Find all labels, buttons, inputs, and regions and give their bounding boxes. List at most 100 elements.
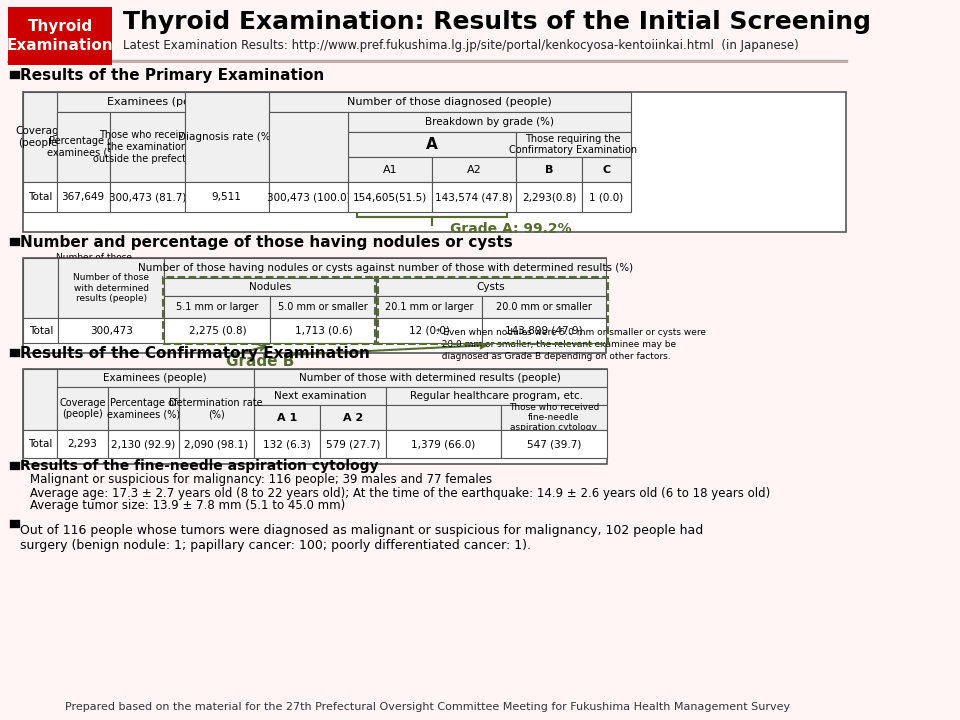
Text: 547 (39.7): 547 (39.7) bbox=[527, 439, 581, 449]
Text: 2,293: 2,293 bbox=[67, 439, 97, 449]
FancyBboxPatch shape bbox=[23, 258, 164, 278]
FancyBboxPatch shape bbox=[269, 112, 348, 182]
Text: C: C bbox=[602, 164, 611, 174]
Text: Prepared based on the material for the 27th Prefectural Oversight Committee Meet: Prepared based on the material for the 2… bbox=[65, 702, 790, 712]
Text: Those requiring the
Confirmatory Examination: Those requiring the Confirmatory Examina… bbox=[509, 134, 637, 156]
Text: Percentage of
examinees (%): Percentage of examinees (%) bbox=[47, 136, 120, 158]
FancyBboxPatch shape bbox=[57, 387, 108, 430]
FancyBboxPatch shape bbox=[109, 112, 184, 182]
Text: Determination rate
(%): Determination rate (%) bbox=[169, 397, 263, 419]
FancyBboxPatch shape bbox=[108, 387, 179, 430]
Text: Total: Total bbox=[29, 325, 53, 336]
FancyBboxPatch shape bbox=[23, 430, 57, 458]
FancyBboxPatch shape bbox=[23, 369, 607, 464]
FancyBboxPatch shape bbox=[376, 296, 482, 318]
FancyBboxPatch shape bbox=[164, 296, 271, 318]
FancyBboxPatch shape bbox=[582, 157, 631, 182]
Text: 12 (0.0): 12 (0.0) bbox=[409, 325, 449, 336]
FancyBboxPatch shape bbox=[59, 258, 164, 318]
FancyBboxPatch shape bbox=[59, 318, 164, 343]
FancyBboxPatch shape bbox=[386, 387, 607, 405]
Text: Examinees (people): Examinees (people) bbox=[104, 373, 207, 383]
FancyBboxPatch shape bbox=[8, 7, 112, 65]
Text: 300,473 (100.0): 300,473 (100.0) bbox=[267, 192, 350, 202]
FancyBboxPatch shape bbox=[348, 132, 516, 157]
FancyBboxPatch shape bbox=[253, 405, 320, 430]
Text: Average age: 17.3 ± 2.7 years old (8 to 22 years old); At the time of the earthq: Average age: 17.3 ± 2.7 years old (8 to … bbox=[30, 487, 771, 500]
FancyBboxPatch shape bbox=[348, 157, 432, 182]
FancyBboxPatch shape bbox=[164, 278, 376, 296]
Text: 367,649: 367,649 bbox=[61, 192, 105, 202]
Text: Number of those diagnosed (people): Number of those diagnosed (people) bbox=[348, 97, 552, 107]
Text: 1 (0.0): 1 (0.0) bbox=[589, 192, 623, 202]
FancyBboxPatch shape bbox=[482, 318, 606, 343]
Text: Grade A: 99.2%: Grade A: 99.2% bbox=[449, 222, 571, 236]
Text: Grade B: Grade B bbox=[226, 354, 294, 369]
FancyBboxPatch shape bbox=[23, 258, 59, 318]
FancyBboxPatch shape bbox=[516, 132, 631, 157]
FancyBboxPatch shape bbox=[57, 182, 109, 212]
FancyBboxPatch shape bbox=[376, 318, 482, 343]
Text: A: A bbox=[426, 137, 438, 152]
FancyBboxPatch shape bbox=[57, 112, 109, 182]
Bar bbox=[374, 277, 608, 344]
Text: 300,473 (81.7): 300,473 (81.7) bbox=[108, 192, 186, 202]
FancyBboxPatch shape bbox=[164, 318, 271, 343]
Text: * Even when nodules were 5.0 mm or smaller or cysts were
  20.0 mm or smaller, t: * Even when nodules were 5.0 mm or small… bbox=[437, 328, 707, 361]
FancyBboxPatch shape bbox=[184, 92, 269, 182]
FancyBboxPatch shape bbox=[23, 258, 606, 353]
FancyBboxPatch shape bbox=[501, 430, 607, 458]
Text: Malignant or suspicious for malignancy: 116 people; 39 males and 77 females: Malignant or suspicious for malignancy: … bbox=[30, 474, 492, 487]
Text: Number of those
with determined
results (people): Number of those with determined results … bbox=[56, 253, 132, 283]
Text: A 2: A 2 bbox=[343, 413, 363, 423]
Text: Those who received
the examination
outside the prefecture: Those who received the examination outsi… bbox=[93, 130, 202, 163]
FancyBboxPatch shape bbox=[348, 182, 432, 212]
FancyBboxPatch shape bbox=[386, 430, 501, 458]
Text: A2: A2 bbox=[467, 164, 481, 174]
Text: Number and percentage of those having nodules or cysts: Number and percentage of those having no… bbox=[19, 235, 513, 250]
Text: Total: Total bbox=[28, 192, 52, 202]
FancyBboxPatch shape bbox=[57, 369, 253, 387]
Text: 2,293(0.8): 2,293(0.8) bbox=[522, 192, 576, 202]
FancyBboxPatch shape bbox=[184, 182, 269, 212]
Text: 132 (6.3): 132 (6.3) bbox=[263, 439, 311, 449]
Text: Thyroid
Examination: Thyroid Examination bbox=[7, 19, 113, 53]
FancyBboxPatch shape bbox=[271, 296, 376, 318]
Text: Thyroid Examination: Results of the Initial Screening: Thyroid Examination: Results of the Init… bbox=[123, 10, 871, 34]
Text: Nodules: Nodules bbox=[250, 282, 292, 292]
Text: Number of those
with determined
results (people): Number of those with determined results … bbox=[73, 273, 150, 303]
Text: Diagnosis rate (%): Diagnosis rate (%) bbox=[179, 132, 275, 142]
FancyBboxPatch shape bbox=[516, 157, 582, 182]
Text: 143,574 (47.8): 143,574 (47.8) bbox=[435, 192, 513, 202]
FancyBboxPatch shape bbox=[253, 430, 320, 458]
FancyBboxPatch shape bbox=[108, 430, 179, 458]
Text: Breakdown by grade (%): Breakdown by grade (%) bbox=[425, 117, 554, 127]
FancyBboxPatch shape bbox=[269, 92, 631, 112]
Text: A1: A1 bbox=[383, 164, 397, 174]
Text: 2,090 (98.1): 2,090 (98.1) bbox=[184, 439, 248, 449]
FancyBboxPatch shape bbox=[320, 430, 386, 458]
FancyBboxPatch shape bbox=[271, 318, 376, 343]
FancyBboxPatch shape bbox=[23, 182, 57, 212]
Text: Those who received
fine-needle
aspiration cytology: Those who received fine-needle aspiratio… bbox=[509, 402, 599, 433]
FancyBboxPatch shape bbox=[179, 387, 253, 430]
Text: Results of the Primary Examination: Results of the Primary Examination bbox=[19, 68, 324, 83]
Text: 143,899 (47.9): 143,899 (47.9) bbox=[505, 325, 583, 336]
Text: 154,605(51.5): 154,605(51.5) bbox=[353, 192, 427, 202]
FancyBboxPatch shape bbox=[57, 430, 108, 458]
FancyBboxPatch shape bbox=[164, 258, 606, 278]
Text: B: B bbox=[544, 164, 553, 174]
Text: 579 (27.7): 579 (27.7) bbox=[325, 439, 380, 449]
Text: Percentage of
examinees (%): Percentage of examinees (%) bbox=[107, 397, 180, 419]
Text: Examinees (people): Examinees (people) bbox=[108, 97, 218, 107]
Text: 2,130 (92.9): 2,130 (92.9) bbox=[111, 439, 176, 449]
Text: 20.0 mm or smaller: 20.0 mm or smaller bbox=[496, 302, 592, 312]
FancyBboxPatch shape bbox=[179, 430, 253, 458]
Text: Average tumor size: 13.9 ± 7.8 mm (5.1 to 45.0 mm): Average tumor size: 13.9 ± 7.8 mm (5.1 t… bbox=[30, 500, 346, 513]
Text: 5.1 mm or larger: 5.1 mm or larger bbox=[177, 302, 258, 312]
Text: Regular healthcare program, etc.: Regular healthcare program, etc. bbox=[410, 391, 583, 401]
Text: Latest Examination Results: http://www.pref.fukushima.lg.jp/site/portal/kenkocyo: Latest Examination Results: http://www.p… bbox=[123, 38, 799, 52]
Text: 2,275 (0.8): 2,275 (0.8) bbox=[188, 325, 246, 336]
FancyBboxPatch shape bbox=[253, 369, 607, 387]
FancyBboxPatch shape bbox=[386, 405, 501, 430]
